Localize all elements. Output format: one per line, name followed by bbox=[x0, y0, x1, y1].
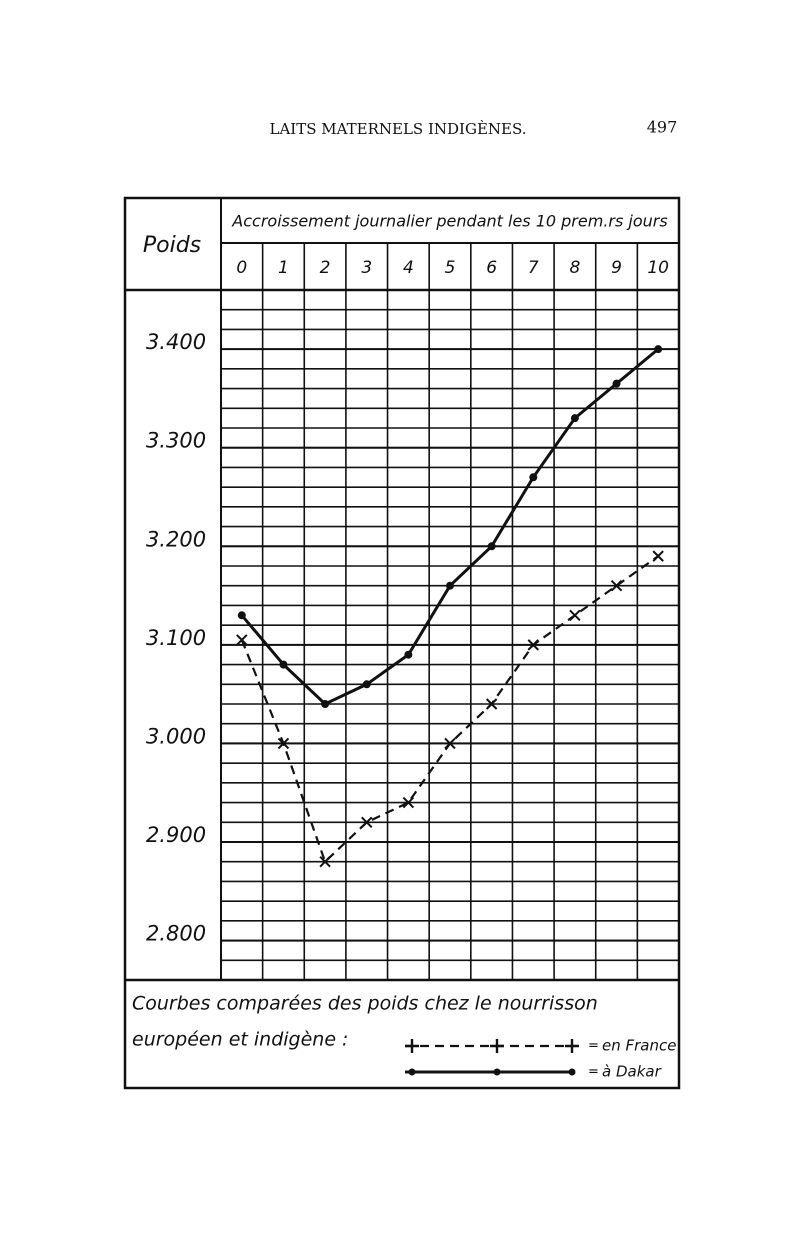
x-tick-label: 1 bbox=[278, 258, 289, 278]
legend-marker bbox=[408, 1068, 416, 1076]
caption: européen et indigène : bbox=[132, 1029, 348, 1051]
legend-prefix: = bbox=[588, 1039, 599, 1054]
marker bbox=[444, 737, 456, 750]
caption: Courbes comparées des poids chez le nour… bbox=[132, 993, 598, 1015]
marker bbox=[610, 580, 623, 592]
marker bbox=[485, 698, 498, 710]
x-tick-label: 6 bbox=[486, 258, 497, 278]
marker bbox=[362, 680, 371, 689]
y-tick-label: 3.000 bbox=[146, 724, 206, 748]
y-tick-label: 3.300 bbox=[146, 429, 206, 453]
marker bbox=[529, 473, 538, 482]
marker bbox=[654, 345, 663, 354]
marker bbox=[361, 816, 373, 828]
legend-marker bbox=[565, 1039, 579, 1053]
marker bbox=[612, 379, 621, 388]
y-tick-label: 3.400 bbox=[146, 330, 206, 354]
frame bbox=[123, 196, 681, 1090]
marker bbox=[237, 611, 246, 620]
marker bbox=[570, 414, 579, 423]
x-tick-label: 2 bbox=[320, 258, 331, 278]
page-number: 497 bbox=[647, 118, 678, 137]
x-tick-label: 5 bbox=[445, 258, 456, 278]
marker bbox=[446, 581, 454, 590]
marker bbox=[527, 639, 539, 651]
x-tick-label: 9 bbox=[611, 258, 622, 278]
y-tick-label: 2.800 bbox=[146, 922, 206, 946]
marker bbox=[569, 609, 581, 621]
marker bbox=[321, 700, 330, 708]
y-tick-label: 3.100 bbox=[146, 626, 206, 650]
y-tick-label: 2.900 bbox=[146, 823, 206, 847]
marker bbox=[279, 660, 288, 669]
marker bbox=[404, 650, 413, 659]
x-tick-label: 0 bbox=[236, 258, 247, 278]
legend-marker bbox=[405, 1039, 419, 1053]
marker bbox=[652, 550, 664, 562]
x-tick-label: 4 bbox=[403, 258, 414, 278]
y-tick-label: 3.200 bbox=[146, 527, 206, 551]
marker bbox=[319, 856, 331, 868]
x-tick-label: 8 bbox=[569, 258, 580, 278]
y-axis-label: Poids bbox=[143, 233, 201, 258]
legend-marker bbox=[490, 1039, 504, 1053]
legend-marker bbox=[568, 1068, 576, 1076]
legend-label: en France bbox=[602, 1037, 676, 1055]
marker bbox=[402, 796, 415, 809]
marker bbox=[236, 634, 248, 646]
running-title: LAITS MATERNELS INDIGÈNES. bbox=[270, 120, 527, 138]
x-tick-label: 7 bbox=[528, 258, 539, 278]
x-tick-label: 10 bbox=[647, 258, 669, 278]
marker bbox=[487, 542, 496, 551]
legend-marker bbox=[493, 1068, 501, 1076]
marker bbox=[277, 737, 290, 750]
legend-label: à Dakar bbox=[602, 1063, 662, 1081]
x-axis-label: Accroissement journalier pendant les 10 … bbox=[231, 212, 667, 231]
legend-prefix: = bbox=[588, 1065, 599, 1080]
x-tick-label: 3 bbox=[361, 258, 372, 278]
